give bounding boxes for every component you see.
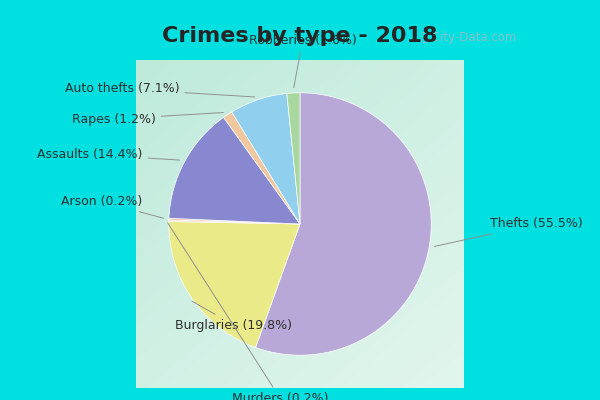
Text: Burglaries (19.8%): Burglaries (19.8%) bbox=[175, 301, 292, 332]
Text: Assaults (14.4%): Assaults (14.4%) bbox=[37, 148, 179, 161]
Text: Crimes by type - 2018: Crimes by type - 2018 bbox=[162, 26, 438, 46]
Wedge shape bbox=[287, 93, 300, 224]
Text: Robberies (1.6%): Robberies (1.6%) bbox=[249, 34, 356, 88]
Wedge shape bbox=[256, 93, 431, 355]
Wedge shape bbox=[224, 112, 300, 224]
Wedge shape bbox=[169, 218, 300, 224]
Text: Murders (0.2%): Murders (0.2%) bbox=[168, 223, 329, 400]
Text: Arson (0.2%): Arson (0.2%) bbox=[61, 195, 164, 218]
Wedge shape bbox=[169, 117, 300, 224]
Wedge shape bbox=[169, 220, 300, 224]
Text: ⓘ City-Data.com: ⓘ City-Data.com bbox=[421, 31, 517, 44]
Text: Thefts (55.5%): Thefts (55.5%) bbox=[434, 218, 583, 246]
Wedge shape bbox=[169, 222, 300, 348]
Text: Rapes (1.2%): Rapes (1.2%) bbox=[72, 112, 223, 126]
Text: Auto thefts (7.1%): Auto thefts (7.1%) bbox=[65, 82, 254, 97]
Wedge shape bbox=[232, 94, 300, 224]
